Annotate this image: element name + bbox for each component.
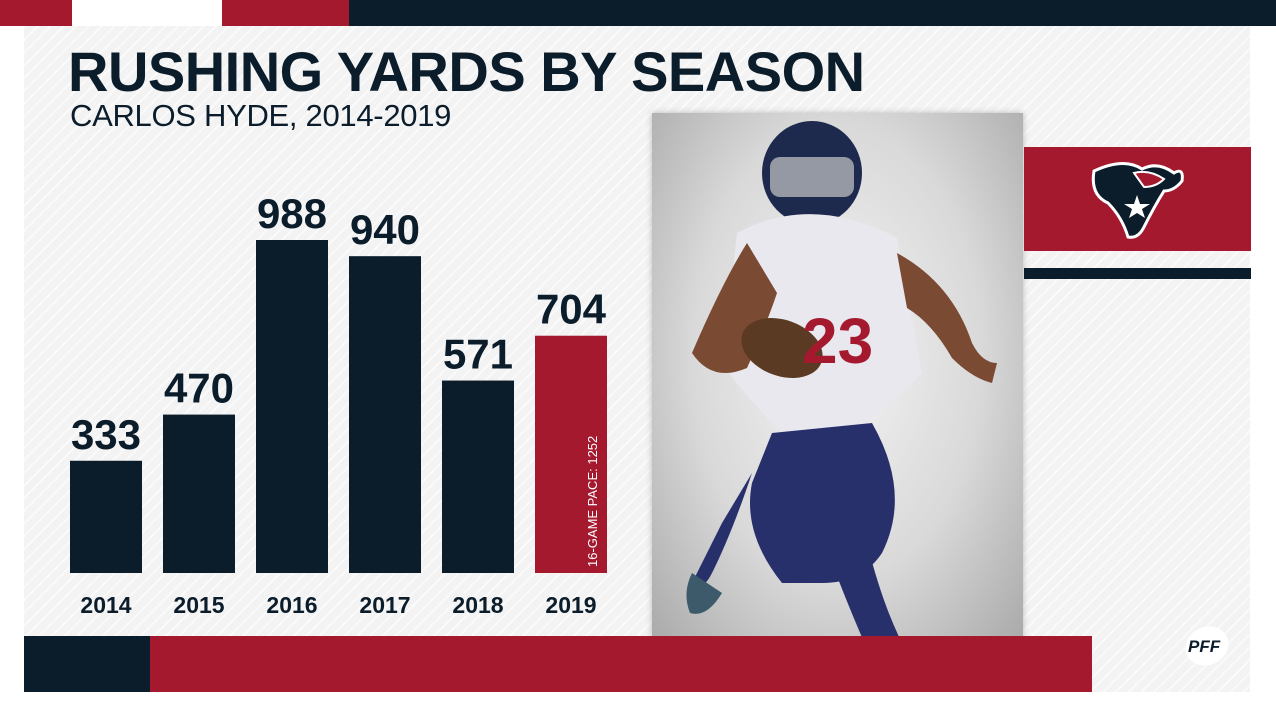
bar-chart: 333 2014 470 2015 988 2016 940 2017 571 2018 704 20… — [70, 190, 607, 618]
tick-label-2015: 2015 — [173, 592, 224, 618]
top-stripe-white — [72, 0, 222, 26]
tick-label-2014: 2014 — [80, 592, 131, 618]
player-silhouette-icon: 23 — [686, 121, 997, 649]
bottom-stripe-red — [150, 636, 1092, 692]
bar-2017 — [349, 256, 421, 573]
svg-text:23: 23 — [802, 305, 873, 377]
bar-2014 — [70, 460, 142, 573]
tick-label-2017: 2017 — [359, 592, 410, 618]
value-label-2019: 704 — [536, 286, 607, 333]
bar-2018 — [442, 380, 514, 573]
top-stripe-navy — [349, 0, 1276, 26]
pff-logo-text: PFF — [1188, 637, 1221, 656]
bar-2019 — [535, 335, 607, 573]
chart-subtitle: CARLOS HYDE, 2014-2019 — [70, 98, 452, 133]
value-label-2016: 988 — [257, 190, 327, 237]
team-logo-bar — [1024, 147, 1251, 251]
pff-logo-icon: PFF — [1185, 626, 1229, 666]
houston-texans-bull-icon — [1091, 162, 1184, 239]
value-label-2018: 571 — [443, 331, 513, 378]
top-stripe-red-mid — [222, 0, 349, 26]
bottom-stripe-navy — [24, 636, 150, 692]
team-logo-underline — [1024, 268, 1251, 279]
value-label-2017: 940 — [350, 206, 420, 253]
main-panel — [24, 26, 1250, 692]
bar-2015 — [163, 414, 235, 573]
annotation-pace-label: 16-GAME PACE: 1252 — [585, 436, 600, 567]
tick-label-2016: 2016 — [266, 592, 317, 618]
tick-label-2018: 2018 — [452, 592, 503, 618]
player-photo: 23 — [652, 113, 1023, 649]
value-label-2014: 333 — [71, 411, 141, 458]
value-label-2015: 470 — [164, 365, 234, 412]
top-stripe-red-left — [0, 0, 72, 26]
tick-label-2019: 2019 — [545, 592, 596, 618]
chart-title: RUSHING YARDS BY SEASON — [68, 40, 865, 103]
bar-2016 — [256, 240, 328, 573]
